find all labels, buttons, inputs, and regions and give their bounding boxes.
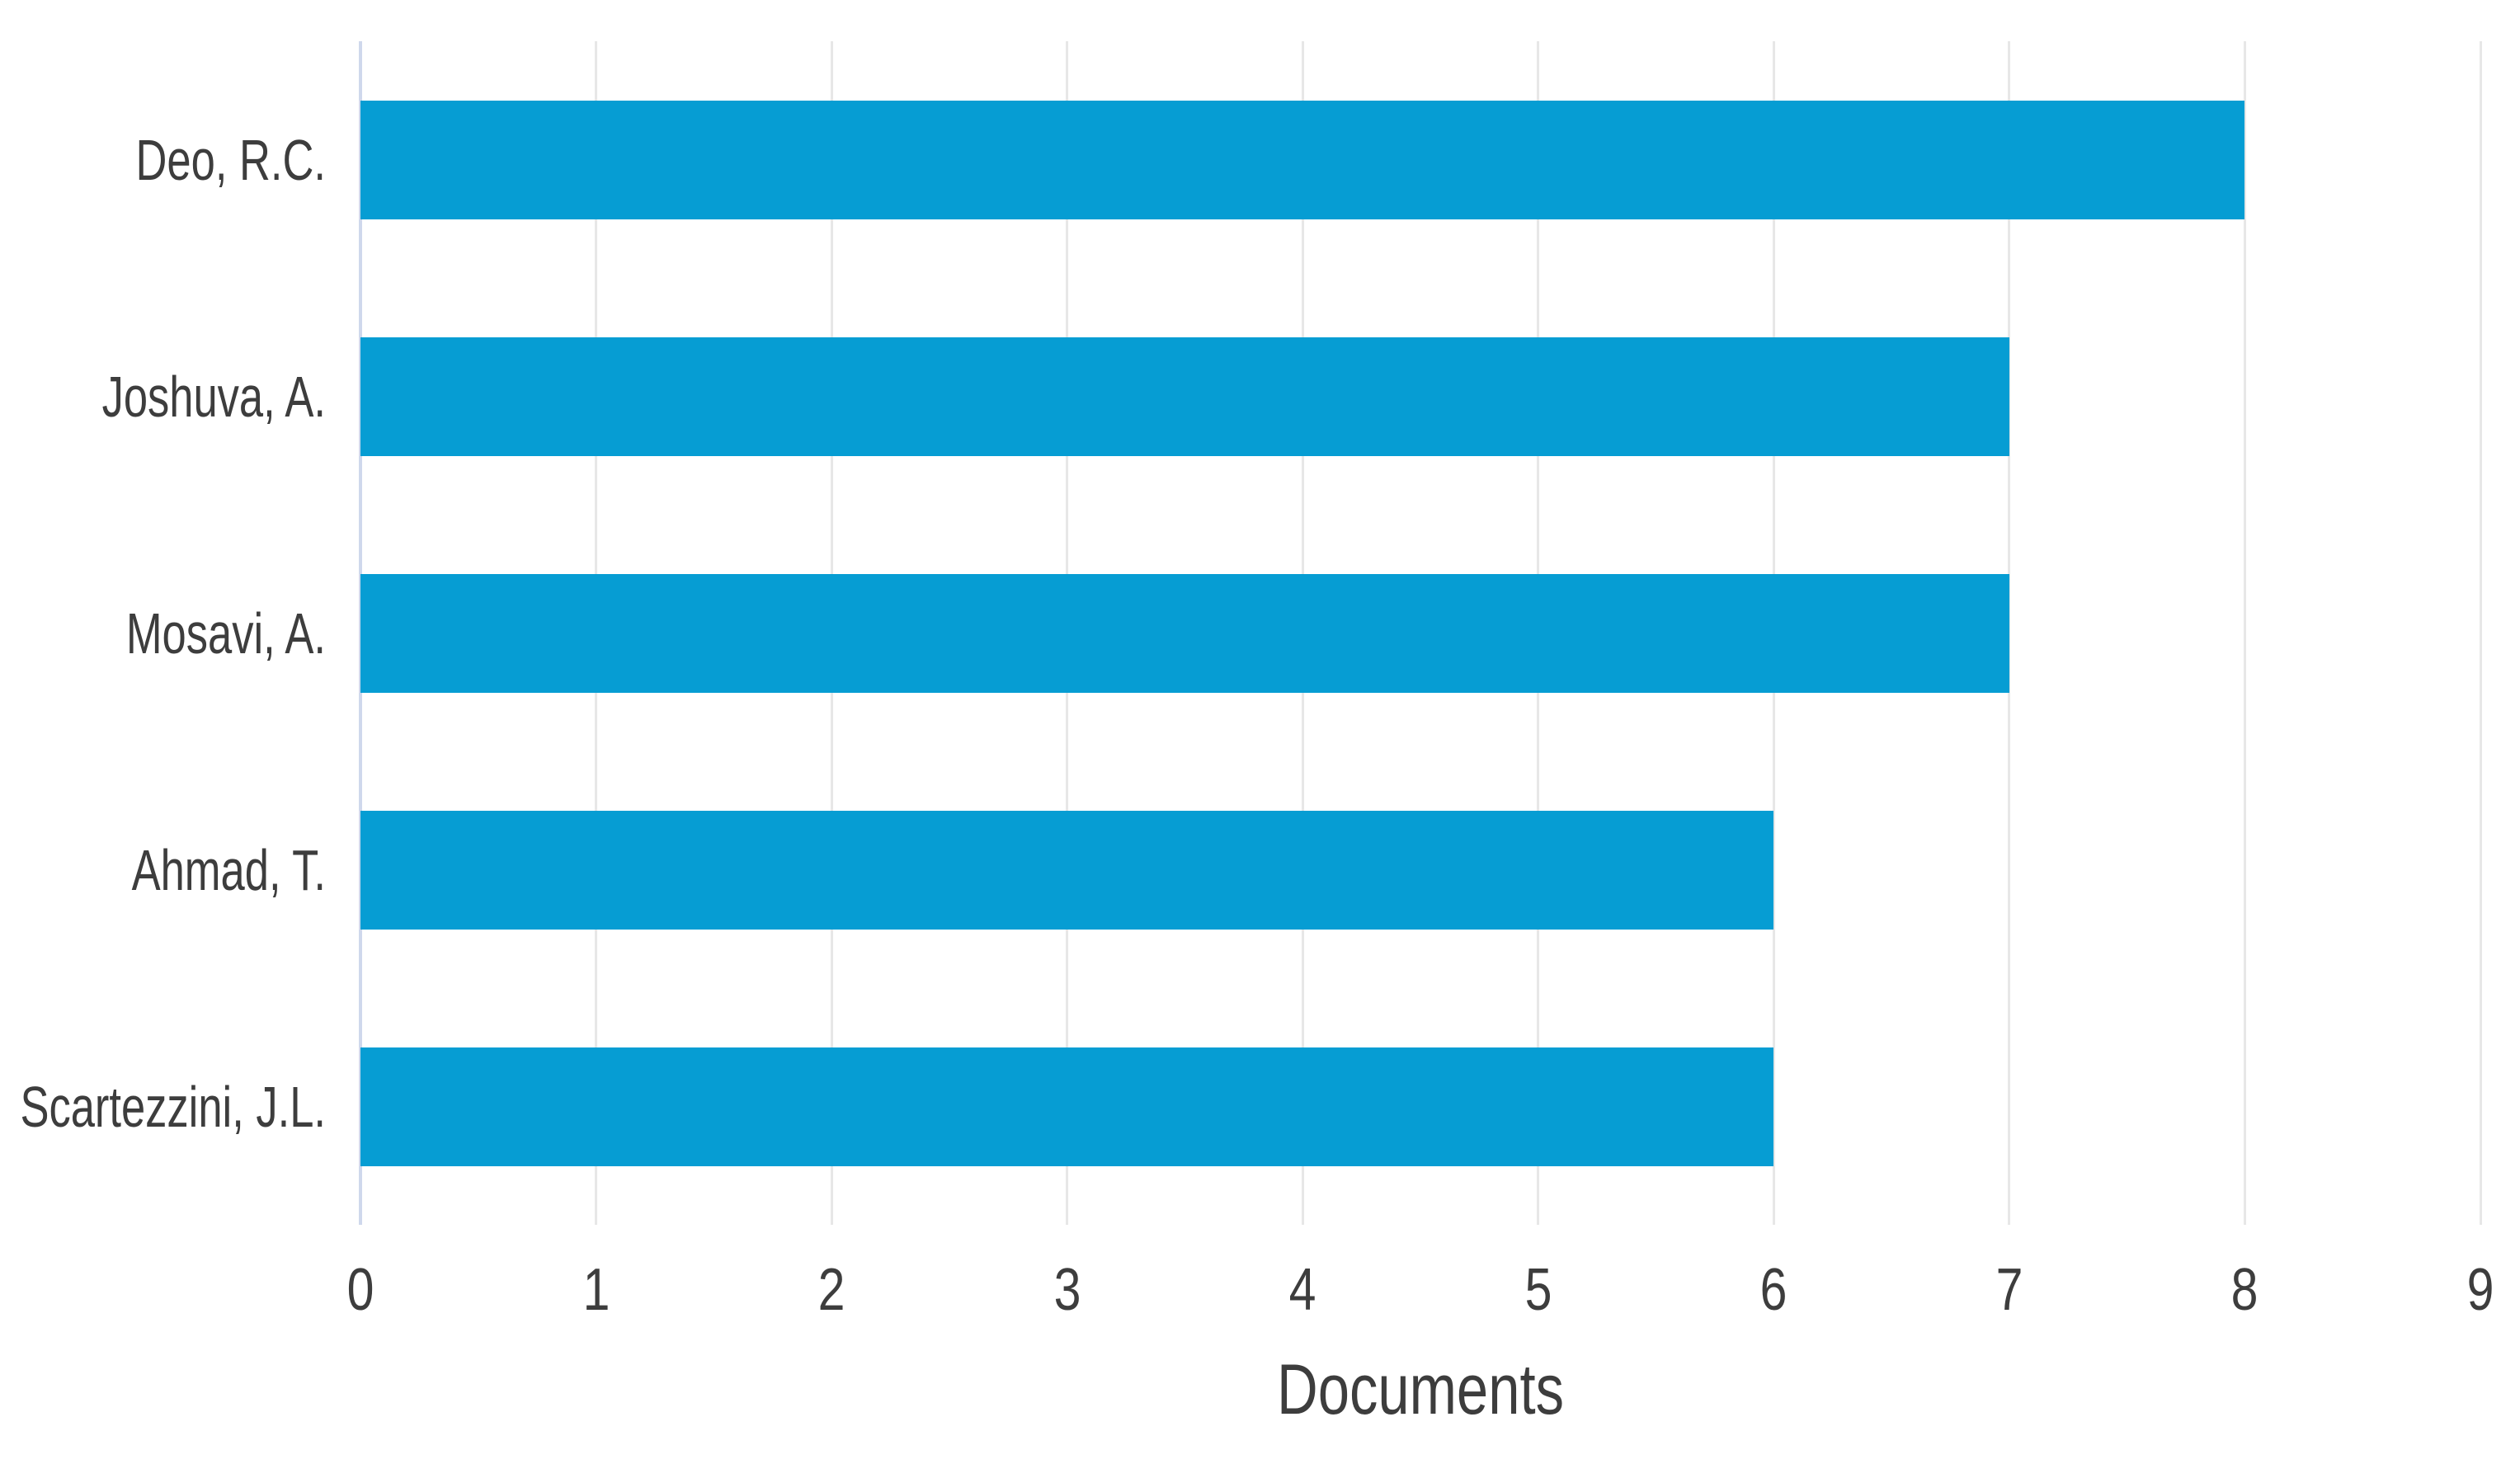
gridline-x9 bbox=[2480, 41, 2482, 1225]
y-category-label-5: Scartezzini, J.L. bbox=[20, 1075, 326, 1139]
x-tick-label-8: 8 bbox=[2230, 1257, 2259, 1323]
x-tick-label-0: 0 bbox=[346, 1257, 374, 1323]
y-category-label-2: Joshuva, A. bbox=[101, 365, 326, 429]
gridline-x8 bbox=[2244, 41, 2246, 1225]
x-tick-label-7: 7 bbox=[1995, 1257, 2023, 1323]
y-category-label-1: Deo, R.C. bbox=[135, 128, 326, 192]
x-tick-label-1: 1 bbox=[582, 1257, 610, 1323]
bar-scartezzini-j-l bbox=[360, 1047, 1773, 1166]
bar-deo-r-c bbox=[360, 101, 2244, 219]
bar-joshuva-a bbox=[360, 337, 2009, 456]
x-tick-label-2: 2 bbox=[817, 1257, 845, 1323]
x-tick-label-9: 9 bbox=[2466, 1257, 2494, 1323]
bar-ahmad-t bbox=[360, 811, 1773, 930]
x-tick-label-6: 6 bbox=[1759, 1257, 1788, 1323]
bar-mosavi-a bbox=[360, 574, 2009, 693]
y-category-label-4: Ahmad, T. bbox=[131, 838, 326, 902]
x-axis-title: Documents bbox=[1277, 1350, 1564, 1429]
x-tick-label-4: 4 bbox=[1288, 1257, 1317, 1323]
y-category-label-3: Mosavi, A. bbox=[125, 601, 326, 666]
x-tick-label-5: 5 bbox=[1524, 1257, 1552, 1323]
x-tick-label-3: 3 bbox=[1053, 1257, 1081, 1323]
